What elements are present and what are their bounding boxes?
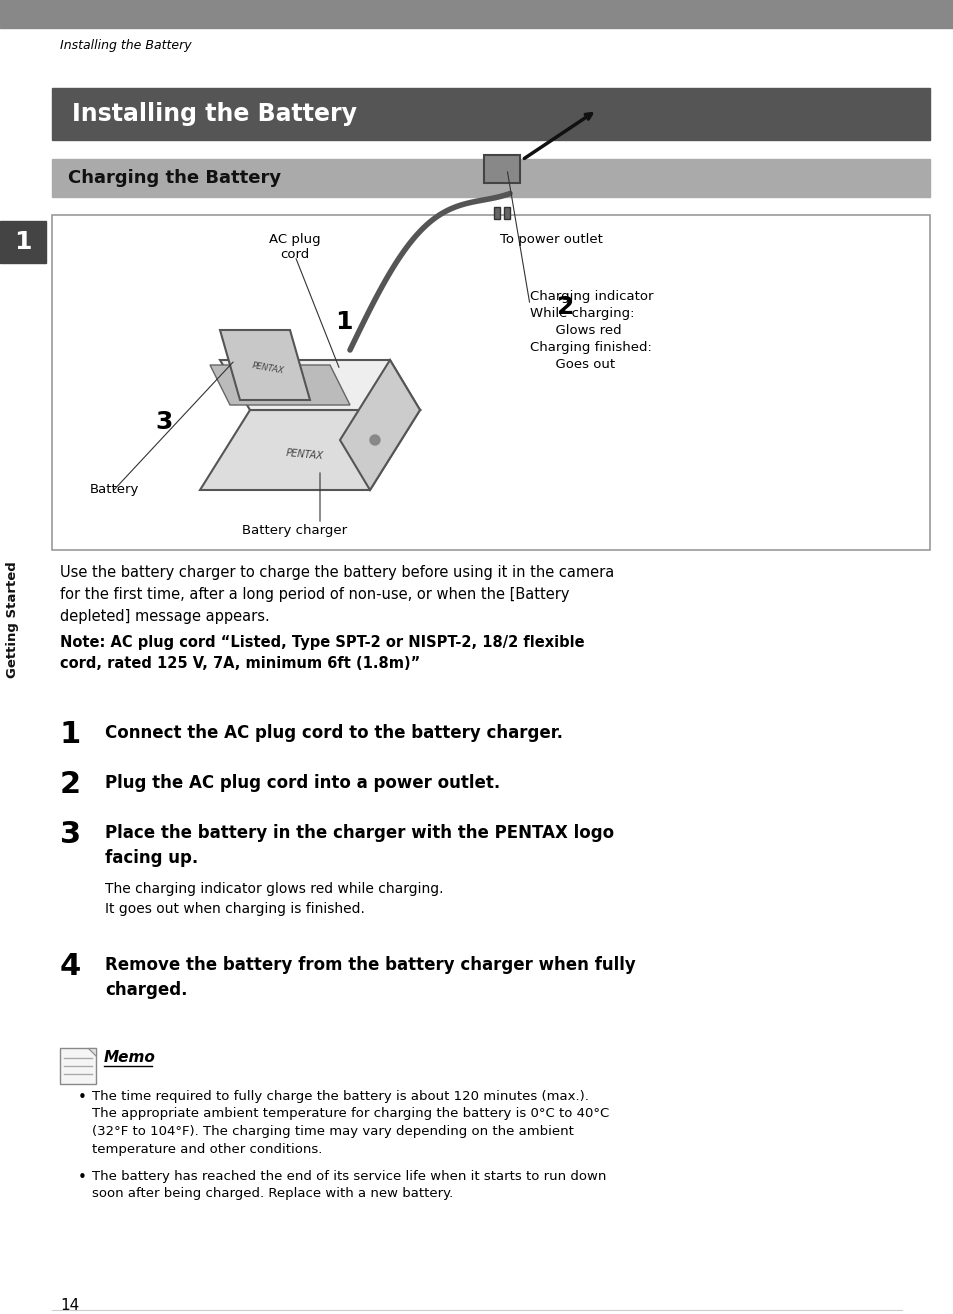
Polygon shape bbox=[339, 360, 419, 490]
Text: 4: 4 bbox=[60, 953, 81, 982]
Bar bbox=[52, 159, 929, 197]
Text: Battery: Battery bbox=[90, 484, 139, 495]
Text: Connect the AC plug cord to the battery charger.: Connect the AC plug cord to the battery … bbox=[105, 724, 562, 742]
Bar bbox=[52, 88, 929, 141]
Bar bbox=[0, 0, 953, 28]
Text: depleted] message appears.: depleted] message appears. bbox=[60, 608, 270, 624]
Text: for the first time, after a long period of non-use, or when the [Battery: for the first time, after a long period … bbox=[60, 587, 569, 602]
Text: 3: 3 bbox=[154, 410, 172, 434]
Text: Plug the AC plug cord into a power outlet.: Plug the AC plug cord into a power outle… bbox=[105, 774, 499, 792]
Bar bbox=[0, 221, 46, 263]
Bar bbox=[503, 208, 510, 219]
Polygon shape bbox=[210, 365, 350, 405]
Text: Installing the Battery: Installing the Battery bbox=[71, 102, 356, 126]
Text: •: • bbox=[78, 1169, 87, 1185]
Text: PENTAX: PENTAX bbox=[286, 448, 324, 461]
Text: Battery charger: Battery charger bbox=[242, 524, 347, 537]
Text: Charging the Battery: Charging the Battery bbox=[68, 170, 281, 187]
Text: Getting Started: Getting Started bbox=[7, 561, 19, 678]
Text: AC plug
cord: AC plug cord bbox=[269, 233, 320, 261]
Text: •: • bbox=[78, 1091, 87, 1105]
Text: Memo: Memo bbox=[104, 1050, 155, 1066]
Text: Note: AC plug cord “Listed, Type SPT-2 or NISPT-2, 18/2 flexible
cord, rated 125: Note: AC plug cord “Listed, Type SPT-2 o… bbox=[60, 635, 584, 671]
Polygon shape bbox=[88, 1049, 96, 1056]
Text: 1: 1 bbox=[60, 720, 81, 749]
Text: The charging indicator glows red while charging.
It goes out when charging is fi: The charging indicator glows red while c… bbox=[105, 882, 443, 916]
Text: 2: 2 bbox=[557, 296, 574, 319]
Text: Installing the Battery: Installing the Battery bbox=[60, 38, 192, 51]
Polygon shape bbox=[200, 410, 419, 490]
Text: 3: 3 bbox=[60, 820, 81, 849]
Text: Charging indicator
While charging:
      Glows red
Charging finished:
      Goes: Charging indicator While charging: Glows… bbox=[530, 290, 653, 371]
Text: Remove the battery from the battery charger when fully
charged.: Remove the battery from the battery char… bbox=[105, 957, 635, 999]
Text: Place the battery in the charger with the PENTAX logo
facing up.: Place the battery in the charger with th… bbox=[105, 824, 614, 867]
Text: 1: 1 bbox=[335, 310, 352, 334]
Text: 1: 1 bbox=[14, 230, 31, 254]
Polygon shape bbox=[220, 330, 310, 399]
Circle shape bbox=[370, 435, 379, 445]
Text: Use the battery charger to charge the battery before using it in the camera: Use the battery charger to charge the ba… bbox=[60, 565, 614, 579]
Bar bbox=[483, 155, 519, 183]
Text: 2: 2 bbox=[60, 770, 81, 799]
Bar bbox=[52, 215, 929, 551]
Bar bbox=[494, 208, 499, 219]
Text: The battery has reached the end of its service life when it starts to run down
s: The battery has reached the end of its s… bbox=[91, 1169, 606, 1201]
Bar bbox=[60, 1049, 96, 1084]
Text: PENTAX: PENTAX bbox=[251, 361, 284, 376]
Polygon shape bbox=[220, 360, 419, 410]
Text: 14: 14 bbox=[60, 1298, 79, 1313]
Text: To power outlet: To power outlet bbox=[499, 233, 602, 246]
Text: The time required to fully charge the battery is about 120 minutes (max.).
The a: The time required to fully charge the ba… bbox=[91, 1091, 609, 1155]
